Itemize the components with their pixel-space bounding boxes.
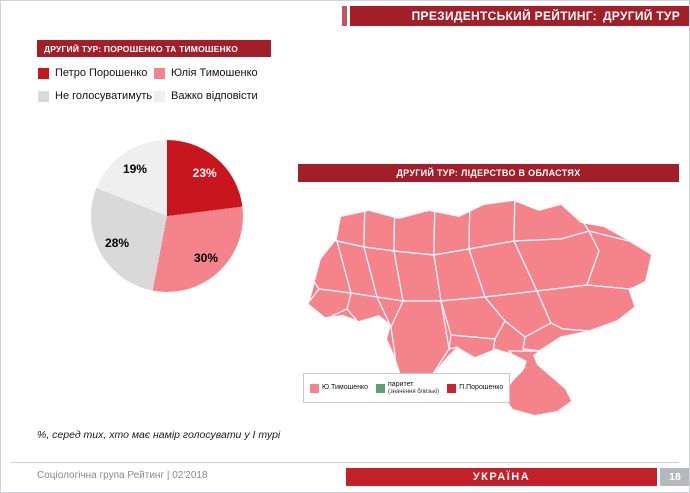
pie-slice-label: 19% <box>122 161 147 176</box>
legend-swatch <box>38 90 49 102</box>
pie-legend-item: Не голосуватимуть <box>38 90 152 102</box>
pie-legend-item: Важко відповісти <box>154 90 258 102</box>
legend-swatch <box>154 90 165 102</box>
region-luhansk <box>586 230 651 290</box>
map-legend-label: П.Порошенко <box>459 383 504 391</box>
pie-slice-label: 28% <box>105 236 130 251</box>
footnote: %, серед тих, хто має намір голосувати у… <box>37 429 281 441</box>
region-mykolaiv <box>448 334 496 360</box>
pie-legend-item: Петро Порошенко <box>38 67 152 79</box>
pie-legend-item: Юлія Тимошенко <box>154 67 258 79</box>
pie-panel-title: ДРУГИЙ ТУР: ПОРОШЕНКО ТА ТИМОШЕНКО <box>37 40 271 57</box>
map-legend-item: паритет (значення близькі) <box>376 381 439 396</box>
ukraine-map <box>309 201 651 415</box>
region-kyiv <box>433 201 471 256</box>
region-chernihiv <box>468 201 516 250</box>
pie-slice-label: 30% <box>194 250 219 265</box>
region-volyn <box>318 201 366 248</box>
map-legend-swatch <box>447 383 457 393</box>
map-legend-swatch <box>376 383 386 393</box>
map-legend: Ю.Тимошенко паритет (значення близькі) П.По… <box>303 373 511 403</box>
legend-swatch <box>38 67 49 79</box>
legend-swatch <box>154 67 165 79</box>
map-legend-label: паритет <box>388 380 414 388</box>
map-legend-item: Ю.Тимошенко <box>310 383 369 393</box>
footer-country-bar: УКРАЇНА <box>346 468 657 486</box>
header-title-emphasis: ДРУГИЙ ТУР <box>602 9 680 23</box>
legend-label: Юлія Тимошенко <box>171 67 258 79</box>
footer-divider <box>11 462 679 463</box>
header-title-prefix: ПРЕЗИДЕНТСЬКИЙ РЕЙТИНГ: <box>411 9 597 23</box>
map-legend-item: П.Порошенко <box>447 383 504 393</box>
pie-chart: 23% 30% 28% 19% <box>91 140 243 292</box>
map-panel-title: ДРУГИЙ ТУР: ЛІДЕРСТВО В ОБЛАСТЯХ <box>298 164 679 182</box>
legend-label: Важко відповісти <box>171 90 258 102</box>
pie-slice-label: 23% <box>192 166 217 181</box>
header-title-bar: ПРЕЗИДЕНТСЬКИЙ РЕЙТИНГ: ДРУГИЙ ТУР <box>350 6 689 26</box>
region-zhytomyr <box>393 201 436 256</box>
map-legend-swatch <box>310 383 319 393</box>
legend-label: Петро Порошенко <box>55 67 148 79</box>
footer-source: Соціологічна група Рейтинг | 02'2018 <box>37 470 208 481</box>
map-legend-sublabel: (значення близькі) <box>388 388 440 395</box>
legend-label: Не голосуватимуть <box>55 90 153 102</box>
header-accent-bar <box>342 6 347 26</box>
region-rivne <box>363 201 396 252</box>
pie-legend: Петро Порошенко Юлія Тимошенко Не голосува… <box>38 67 258 102</box>
map-legend-label: Ю.Тимошенко <box>322 383 369 391</box>
page-number: 18 <box>660 468 689 486</box>
